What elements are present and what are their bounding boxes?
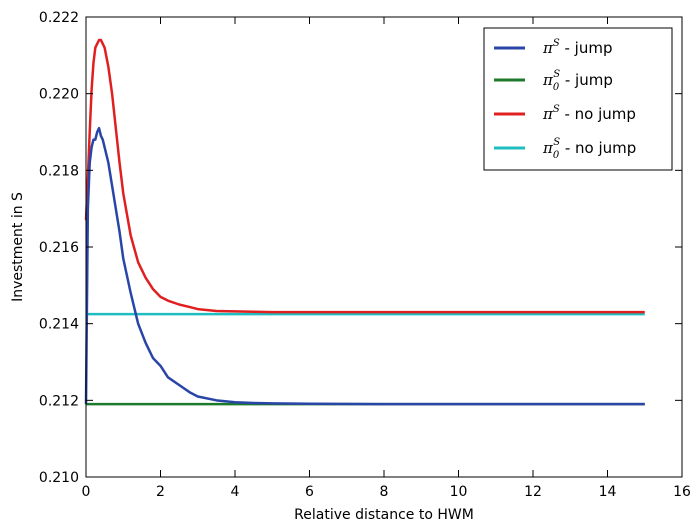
series-line-pi-s-jump xyxy=(84,126,645,406)
x-tick-label: 2 xyxy=(156,484,165,500)
x-tick-label: 12 xyxy=(524,484,542,500)
x-tick-label: 16 xyxy=(673,484,691,500)
y-tick-label: 0.212 xyxy=(39,393,79,409)
x-tick-label: 14 xyxy=(599,484,617,500)
x-tick-label: 4 xyxy=(231,484,240,500)
y-tick-label: 0.216 xyxy=(39,240,79,256)
x-axis-ticks: 0 2 4 6 8 10 12 14 16 xyxy=(82,17,691,500)
x-tick-label: 6 xyxy=(305,484,314,500)
legend-label-pi-s-no-jump: πS - no jump xyxy=(542,104,636,123)
y-axis-label: Investment in S xyxy=(10,192,26,302)
x-tick-label: 10 xyxy=(450,484,468,500)
legend-label-pi-s-jump: πS - jump xyxy=(542,38,612,57)
y-tick-label: 0.218 xyxy=(39,163,79,179)
y-tick-label: 0.214 xyxy=(39,317,79,333)
x-tick-label: 0 xyxy=(82,484,91,500)
series-line-pi-s-no-jump xyxy=(84,38,645,314)
x-tick-label: 8 xyxy=(380,484,389,500)
series-layer xyxy=(84,38,645,406)
y-axis-ticks: 0.210 0.212 0.214 0.216 0.218 0.220 0.222 xyxy=(39,10,682,486)
legend-label-pi0-s-no-jump: π0S - no jump xyxy=(542,137,636,161)
y-tick-label: 0.222 xyxy=(39,10,79,26)
legend-label-pi0-s-jump: π0S - jump xyxy=(542,69,613,93)
x-axis-label: Relative distance to HWM xyxy=(294,507,474,523)
y-tick-label: 0.220 xyxy=(39,87,79,103)
legend-box xyxy=(483,27,673,171)
legend: πS - jump π0S - jump πS - no jump π0S - … xyxy=(483,27,673,171)
y-tick-label: 0.210 xyxy=(39,470,79,486)
